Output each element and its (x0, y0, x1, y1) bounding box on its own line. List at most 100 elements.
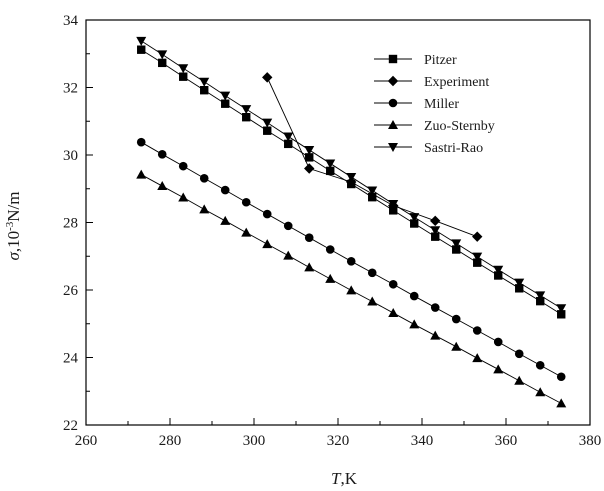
axes: 260 280 300 320 340 360 380 22 24 26 28 30 32 34 (63, 13, 601, 449)
data-point-sastri-rao (157, 50, 168, 60)
data-point-miller (451, 314, 461, 324)
data-point-sastri-rao (346, 172, 357, 182)
legend-marker (387, 75, 399, 87)
data-point-zuo-sternby (136, 169, 147, 179)
data-point-miller (304, 233, 314, 242)
data-point-sastri-rao (136, 36, 147, 46)
data-point-experiment (430, 215, 441, 227)
data-point-pitzer (515, 284, 524, 293)
x-axis-title: T,K (331, 469, 358, 488)
x-tick-label: 360 (495, 433, 518, 449)
legend-marker (388, 98, 398, 108)
legend-item-experiment: Experiment (374, 75, 489, 90)
data-point-miller (262, 209, 272, 219)
data-point-miller (157, 150, 167, 159)
y-tick-label: 30 (63, 148, 78, 164)
plot-area-frame (85, 19, 591, 426)
data-point-pitzer (410, 219, 419, 228)
data-point-zuo-sternby (178, 192, 189, 202)
data-point-miller (367, 268, 377, 278)
data-point-miller (514, 349, 524, 359)
legend-marker (388, 120, 398, 129)
data-point-pitzer (536, 296, 545, 306)
data-point-pitzer (284, 139, 293, 149)
data-point-miller (283, 221, 293, 231)
data-point-zuo-sternby (430, 330, 441, 340)
legend-label: Miller (424, 97, 459, 112)
data-point-zuo-sternby (556, 398, 567, 408)
series-sastri-rao (136, 36, 567, 314)
data-point-pitzer (242, 113, 251, 122)
data-point-pitzer (326, 166, 335, 176)
x-tick-label: 340 (411, 433, 434, 449)
data-point-pitzer (179, 72, 188, 81)
data-point-pitzer (137, 45, 146, 54)
data-point-sastri-rao (304, 145, 315, 155)
data-point-sastri-rao (535, 291, 546, 301)
data-point-sastri-rao (409, 213, 420, 223)
legend-item-pitzer: Pitzer (374, 53, 457, 68)
data-point-zuo-sternby (388, 307, 399, 317)
legend-label: Experiment (424, 75, 489, 90)
data-point-pitzer (200, 86, 209, 95)
data-point-sastri-rao (451, 239, 462, 249)
data-point-experiment (262, 72, 273, 83)
y-tick-label: 24 (63, 351, 79, 367)
data-point-pitzer (221, 99, 230, 108)
data-point-sastri-rao (262, 118, 273, 128)
data-point-miller (493, 337, 503, 347)
data-point-zuo-sternby (325, 273, 336, 283)
data-point-sastri-rao (556, 304, 567, 314)
data-point-zuo-sternby (451, 341, 462, 351)
data-point-miller (430, 303, 440, 312)
y-tick-label: 32 (63, 81, 78, 97)
data-point-miller (136, 137, 146, 147)
data-point-zuo-sternby (535, 387, 546, 397)
series-miller (136, 137, 566, 382)
data-point-sastri-rao (472, 252, 483, 262)
data-point-miller (556, 372, 566, 382)
data-point-sastri-rao (220, 91, 231, 101)
data-point-miller (346, 257, 356, 266)
data-point-sastri-rao (178, 64, 189, 74)
legend-item-zuo-sternby: Zuo-Sternby (374, 119, 495, 134)
data-point-zuo-sternby (262, 239, 273, 249)
data-point-pitzer (158, 58, 167, 68)
data-point-sastri-rao (199, 77, 210, 87)
legend-item-miller: Miller (374, 97, 459, 112)
data-point-zuo-sternby (304, 262, 315, 272)
data-point-zuo-sternby (283, 250, 294, 260)
data-point-pitzer (305, 153, 314, 162)
y-tick-label: 22 (63, 418, 78, 434)
legend-label: Pitzer (424, 53, 457, 68)
y-tick-label: 26 (63, 283, 79, 299)
data-point-zuo-sternby (157, 181, 168, 191)
data-point-pitzer (263, 126, 272, 135)
data-point-sastri-rao (388, 199, 399, 209)
legend-label: Zuo-Sternby (424, 119, 495, 134)
legend-marker (388, 54, 398, 64)
data-point-miller (178, 161, 188, 171)
data-point-pitzer (368, 192, 377, 202)
data-point-sastri-rao (367, 186, 378, 196)
data-point-miller (409, 291, 419, 301)
legend: Pitzer Experiment Miller Zuo-Sternby Sastri-… (374, 53, 495, 156)
data-point-pitzer (557, 310, 566, 319)
data-point-sastri-rao (325, 159, 336, 169)
x-tick-label: 300 (243, 433, 266, 449)
data-point-zuo-sternby (241, 227, 252, 237)
legend-label: Sastri-Rao (424, 141, 483, 156)
series-zuo-sternby (136, 169, 567, 408)
data-point-miller (220, 185, 230, 195)
data-point-sastri-rao (430, 226, 441, 236)
legend-item-sastri-rao: Sastri-Rao (374, 141, 483, 156)
data-point-zuo-sternby (199, 204, 210, 214)
y-tick-label: 34 (63, 13, 79, 29)
data-point-sastri-rao (493, 265, 504, 275)
data-point-miller (241, 197, 251, 207)
series-layer (136, 36, 567, 408)
data-point-zuo-sternby (346, 285, 357, 295)
data-point-zuo-sternby (472, 353, 483, 363)
x-tick-label: 380 (579, 433, 602, 449)
x-tick-label: 260 (75, 433, 98, 449)
